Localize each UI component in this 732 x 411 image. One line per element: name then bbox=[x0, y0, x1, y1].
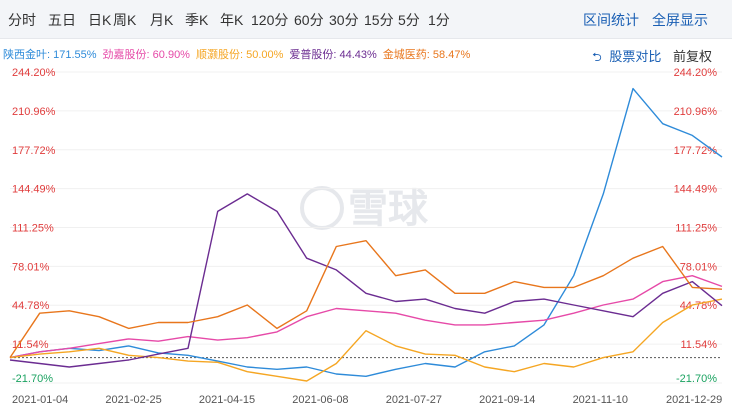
period-tab-1[interactable]: 五日 bbox=[48, 12, 76, 28]
period-tab-12[interactable]: 1分 bbox=[428, 12, 450, 28]
y-tick-label-right: 44.78% bbox=[680, 300, 718, 312]
period-tab-6[interactable]: 年K bbox=[220, 12, 244, 28]
period-tab-11[interactable]: 5分 bbox=[398, 12, 420, 28]
series-line-4 bbox=[9, 239, 723, 358]
legend-item-4[interactable]: 金城医药: 58.47% bbox=[382, 49, 471, 61]
y-tick-label-right: 144.49% bbox=[674, 184, 718, 196]
y-tick-label-left: 177.72% bbox=[12, 145, 56, 157]
y-tick-label-right: 210.96% bbox=[674, 106, 718, 118]
y-tick-label-right: 78.01% bbox=[680, 261, 718, 273]
fullscreen-button[interactable]: 全屏显示 bbox=[652, 12, 708, 28]
x-tick-label: 2021-11-10 bbox=[573, 394, 628, 406]
legend-controls: ⮌ 股票对比 前复权 bbox=[592, 46, 712, 69]
legend-item-3[interactable]: 爱普股份: 44.43% bbox=[289, 49, 377, 61]
series-line-3 bbox=[9, 193, 723, 368]
price-adjust-select[interactable]: 前复权 bbox=[672, 49, 712, 64]
chart-legend: 陕西金叶: 171.55% 劲嘉股份: 60.90% 顺灏股份: 50.00% 爱普股… bbox=[0, 44, 732, 66]
y-tick-label-left: 210.96% bbox=[12, 106, 56, 118]
x-tick-label: 2021-04-15 bbox=[199, 394, 255, 406]
series-line-1 bbox=[9, 275, 723, 359]
x-tick-label: 2021-12-29 bbox=[666, 394, 722, 406]
period-tab-9[interactable]: 30分 bbox=[329, 12, 359, 28]
period-tab-10[interactable]: 15分 bbox=[364, 12, 394, 28]
x-tick-label: 2021-01-04 bbox=[12, 394, 68, 406]
y-tick-label-left: -21.70% bbox=[12, 373, 53, 385]
y-tick-label-right: -21.70% bbox=[676, 373, 717, 385]
y-tick-label-left: 144.49% bbox=[12, 184, 56, 196]
y-tick-label-left: 244.20% bbox=[12, 67, 56, 79]
y-tick-label-left: 44.78% bbox=[12, 300, 50, 312]
y-tick-label-right: 11.54% bbox=[681, 339, 718, 351]
range-stats-button[interactable]: 区间统计 bbox=[583, 12, 639, 28]
watermark-text: 雪球 bbox=[348, 187, 429, 231]
period-tab-5[interactable]: 季K bbox=[185, 12, 209, 28]
period-tab-4[interactable]: 月K bbox=[150, 12, 174, 28]
series-line-2 bbox=[9, 298, 723, 382]
y-tick-label-right: 244.20% bbox=[674, 67, 718, 79]
period-tab-7[interactable]: 120分 bbox=[251, 12, 289, 28]
y-tick-label-right: 177.72% bbox=[674, 145, 718, 157]
compare-stocks-button[interactable]: 股票对比 bbox=[609, 49, 662, 64]
y-tick-label-right: 111.25% bbox=[675, 223, 717, 235]
x-tick-label: 2021-07-27 bbox=[386, 394, 442, 406]
period-tab-3[interactable]: 周K bbox=[113, 12, 137, 28]
period-tab-0[interactable]: 分时 bbox=[8, 12, 36, 28]
y-tick-label-left: 111.25% bbox=[12, 223, 54, 235]
return-icon[interactable]: ⮌ bbox=[592, 50, 602, 64]
y-tick-label-left: 78.01% bbox=[12, 261, 50, 273]
period-tab-8[interactable]: 60分 bbox=[294, 12, 324, 28]
legend-item-1[interactable]: 劲嘉股份: 60.90% bbox=[102, 49, 190, 61]
legend-item-0[interactable]: 陕西金叶: 171.55% bbox=[3, 49, 97, 61]
period-tab-bar: 分时 五日 日K 周K 月K 季K 年K 120分 60分 30分 15分 5分 1分 区间统计 全屏显… bbox=[0, 0, 732, 39]
legend-items: 陕西金叶: 171.55% 劲嘉股份: 60.90% 顺灏股份: 50.00% 爱普股… bbox=[3, 46, 476, 62]
series-line-0 bbox=[9, 87, 723, 377]
watermark-logo-icon bbox=[300, 186, 344, 230]
period-tab-2[interactable]: 日K bbox=[88, 12, 112, 28]
x-tick-label: 2021-02-25 bbox=[105, 394, 161, 406]
x-tick-label: 2021-09-14 bbox=[479, 394, 535, 406]
x-tick-label: 2021-06-08 bbox=[292, 394, 348, 406]
legend-item-2[interactable]: 顺灏股份: 50.00% bbox=[195, 49, 284, 61]
